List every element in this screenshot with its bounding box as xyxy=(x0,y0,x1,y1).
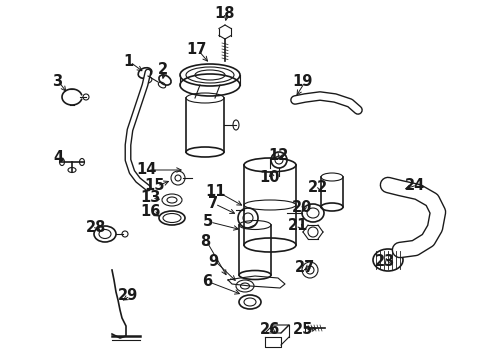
Text: 3: 3 xyxy=(52,75,62,90)
Text: 18: 18 xyxy=(214,6,235,22)
Text: 26: 26 xyxy=(259,323,280,338)
Text: 11: 11 xyxy=(205,184,226,199)
Text: 25: 25 xyxy=(292,323,312,338)
Text: 5: 5 xyxy=(203,215,213,230)
Text: 23: 23 xyxy=(374,255,394,270)
Text: 7: 7 xyxy=(207,197,218,211)
Text: 10: 10 xyxy=(259,171,280,185)
Text: 27: 27 xyxy=(294,261,314,275)
Text: 21: 21 xyxy=(287,219,307,234)
Text: 14: 14 xyxy=(136,162,156,177)
Text: 13: 13 xyxy=(140,190,160,206)
Text: 1: 1 xyxy=(122,54,133,69)
Text: 9: 9 xyxy=(207,253,218,269)
Text: 19: 19 xyxy=(292,75,312,90)
Text: 16: 16 xyxy=(140,204,160,220)
Text: 8: 8 xyxy=(200,234,210,249)
Text: 17: 17 xyxy=(185,42,206,58)
Text: 4: 4 xyxy=(53,150,63,166)
Text: 12: 12 xyxy=(267,148,287,162)
Text: 20: 20 xyxy=(291,201,311,216)
Text: 6: 6 xyxy=(202,274,212,289)
Text: 29: 29 xyxy=(118,288,138,303)
Text: 2: 2 xyxy=(158,63,168,77)
Text: 28: 28 xyxy=(85,220,106,235)
Text: 15: 15 xyxy=(144,179,165,194)
Text: 22: 22 xyxy=(307,180,327,195)
Text: 24: 24 xyxy=(404,177,424,193)
